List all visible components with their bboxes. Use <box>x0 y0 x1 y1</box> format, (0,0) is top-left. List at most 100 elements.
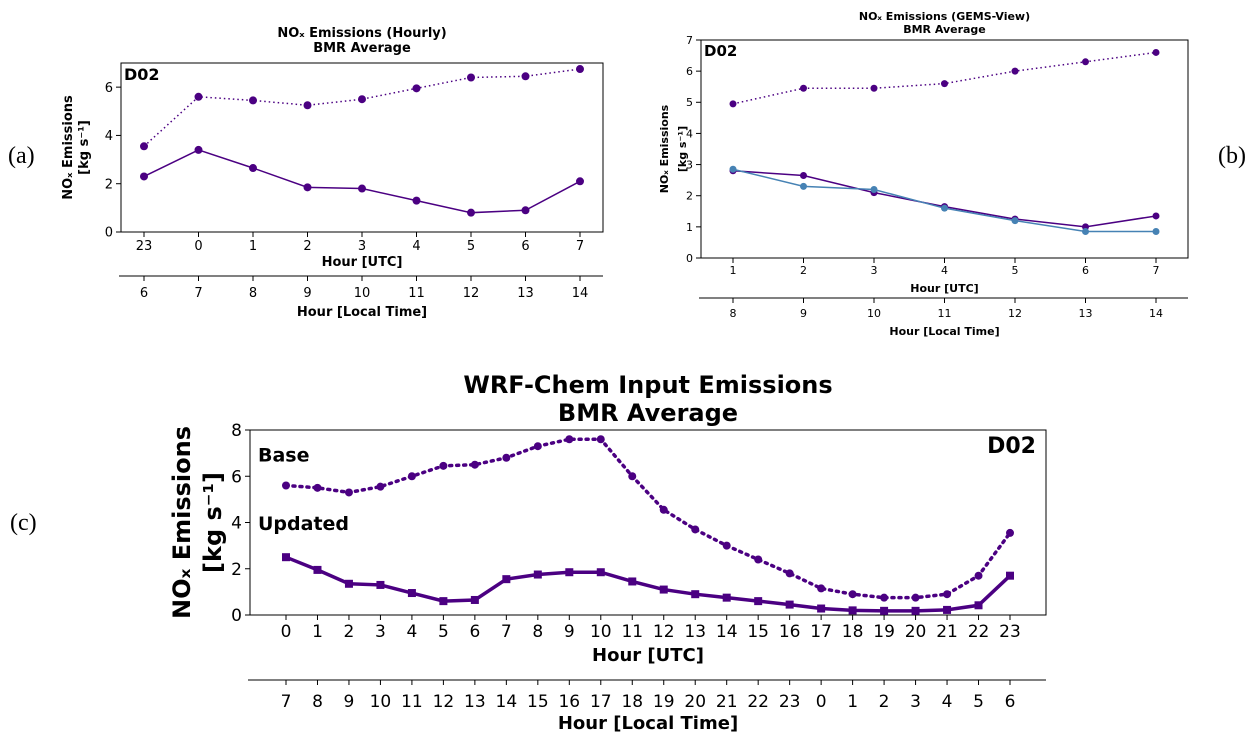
chart-b-local-tick-label: 12 <box>1008 307 1022 320</box>
chart-b-plot-frame <box>701 40 1188 258</box>
chart-c-local-tick-label: 20 <box>684 692 706 712</box>
chart-c-series-1-point <box>723 594 731 602</box>
chart-c-xtick-label: 8 <box>532 622 543 642</box>
chart-a-xtick-label: 7 <box>576 239 584 254</box>
chart-a-xtick-label: 6 <box>521 239 529 254</box>
chart-b-series-2-point <box>1082 228 1089 235</box>
chart-c-series-1-point <box>345 580 353 588</box>
chart-c-series-0-point <box>439 462 447 470</box>
chart-c-series-1-point <box>502 575 510 583</box>
chart-c-local-tick-label: 3 <box>910 692 921 712</box>
chart-c-local-tick-label: 14 <box>496 692 518 712</box>
chart-c-local-tick-label: 17 <box>590 692 612 712</box>
chart-c-xtick-label: 15 <box>747 622 769 642</box>
chart-c-xtick-label: 17 <box>810 622 832 642</box>
chart-c-series-0-point <box>1006 529 1014 537</box>
chart-c-series-0-point <box>408 472 416 480</box>
chart-c-xtick-label: 11 <box>621 622 643 642</box>
chart-c-xtick-label: 6 <box>469 622 480 642</box>
chart-a-local-tick-label: 12 <box>463 286 480 301</box>
chart-b-series-0-point <box>1082 58 1089 65</box>
chart-c-local-tick-label: 6 <box>1005 692 1016 712</box>
chart-c-series-1-point <box>313 566 321 574</box>
chart-c-local-tick-label: 7 <box>281 692 292 712</box>
chart-c-series-1-point <box>754 597 762 605</box>
chart-c-series-0-point <box>502 454 510 462</box>
chart-b-series-0-point <box>1012 68 1019 75</box>
chart-c-local-tick-label: 16 <box>558 692 580 712</box>
chart-b-series-0-point <box>871 85 878 92</box>
chart-b-series-0-point <box>730 100 737 107</box>
chart-c-xtick-label: 4 <box>406 622 417 642</box>
chart-c-xtick-label: 20 <box>905 622 927 642</box>
chart-c-series-1-point <box>534 571 542 579</box>
chart-b-title: NOₓ Emissions (GEMS-View) <box>859 10 1030 23</box>
chart-c-series-1-point <box>282 553 290 561</box>
chart-a-series-0-point <box>576 65 584 73</box>
chart-c-series-0-point <box>282 482 290 490</box>
chart-c-local-tick-label: 23 <box>779 692 801 712</box>
chart-b-ytick-label: 1 <box>686 221 693 234</box>
chart-c-series-1-point <box>408 589 416 597</box>
chart-a-local-tick-label: 14 <box>572 286 589 301</box>
chart-b-local-xlabel: Hour [Local Time] <box>889 325 999 338</box>
chart-b-ytick-label: 2 <box>686 190 693 203</box>
chart-b-xtick-label: 7 <box>1153 264 1160 277</box>
chart-c-series-0-point <box>628 472 636 480</box>
chart-c-series-0-point <box>723 542 731 550</box>
chart-b-local-tick-label: 8 <box>730 307 737 320</box>
chart-a-series-1-point <box>140 172 148 180</box>
chart-a-series-1-point <box>358 185 366 193</box>
chart-c-local-tick-label: 5 <box>973 692 984 712</box>
chart-c-local-tick-label: 18 <box>621 692 643 712</box>
chart-c-local-tick-label: 13 <box>464 692 486 712</box>
chart-c-local-tick-label: 21 <box>716 692 738 712</box>
chart-c-local-tick-label: 4 <box>942 692 953 712</box>
chart-c-series-1-point <box>975 601 983 609</box>
chart-c-xtick-label: 5 <box>438 622 449 642</box>
chart-a-domain-label: D02 <box>124 65 160 84</box>
chart-b-xtick-label: 1 <box>730 264 737 277</box>
chart-a-series-1-point <box>249 164 257 172</box>
chart-c-series-0-line <box>286 439 1010 597</box>
chart-c-xtick-label: 10 <box>590 622 612 642</box>
chart-a-series-0-point <box>522 72 530 80</box>
chart-c-series-1-point <box>817 605 825 613</box>
chart-c-title: WRF-Chem Input Emissions <box>463 371 832 399</box>
chart-a-local-tick-label: 11 <box>408 286 425 301</box>
chart-c-series-0-point <box>943 590 951 598</box>
chart-b-xtick-label: 3 <box>871 264 878 277</box>
chart-c-series-0-point <box>849 590 857 598</box>
chart-a-series-0-line <box>144 69 580 146</box>
chart-a-xtick-label: 0 <box>194 239 202 254</box>
panel-label-c: (c) <box>10 510 37 536</box>
chart-a-ytick-label: 2 <box>105 177 113 192</box>
chart-a-series-0-point <box>195 93 203 101</box>
chart-c-xtick-label: 0 <box>281 622 292 642</box>
chart-a-series-1-point <box>576 177 584 185</box>
chart-c-xtick-label: 1 <box>312 622 323 642</box>
chart-b-ytick-label: 5 <box>686 96 693 109</box>
chart-c-xtick-label: 7 <box>501 622 512 642</box>
chart-a-local-tick-label: 10 <box>354 286 371 301</box>
chart-a-xtick-label: 5 <box>467 239 475 254</box>
chart-b-series-2-point <box>800 183 807 190</box>
chart-c-local-tick-label: 10 <box>370 692 392 712</box>
chart-c-ytick-label: 8 <box>231 421 242 441</box>
chart-a-series-1-line <box>144 150 580 213</box>
chart-c-series-0-point <box>313 484 321 492</box>
chart-c-series-0-point <box>975 572 983 580</box>
chart-b-series-1-point <box>800 172 807 179</box>
chart-c-xtick-label: 3 <box>375 622 386 642</box>
chart-c-local-tick-label: 2 <box>879 692 890 712</box>
chart-a-title: NOₓ Emissions (Hourly) <box>277 26 446 41</box>
chart-c-series-1-point <box>471 596 479 604</box>
chart-b-xlabel: Hour [UTC] <box>910 282 978 295</box>
chart-c-series-1-point <box>880 607 888 615</box>
chart-c-xtick-label: 22 <box>968 622 990 642</box>
chart-c-series-0-point <box>471 461 479 469</box>
chart-a-series-1-point <box>195 146 203 154</box>
chart-c-xtick-label: 18 <box>842 622 864 642</box>
